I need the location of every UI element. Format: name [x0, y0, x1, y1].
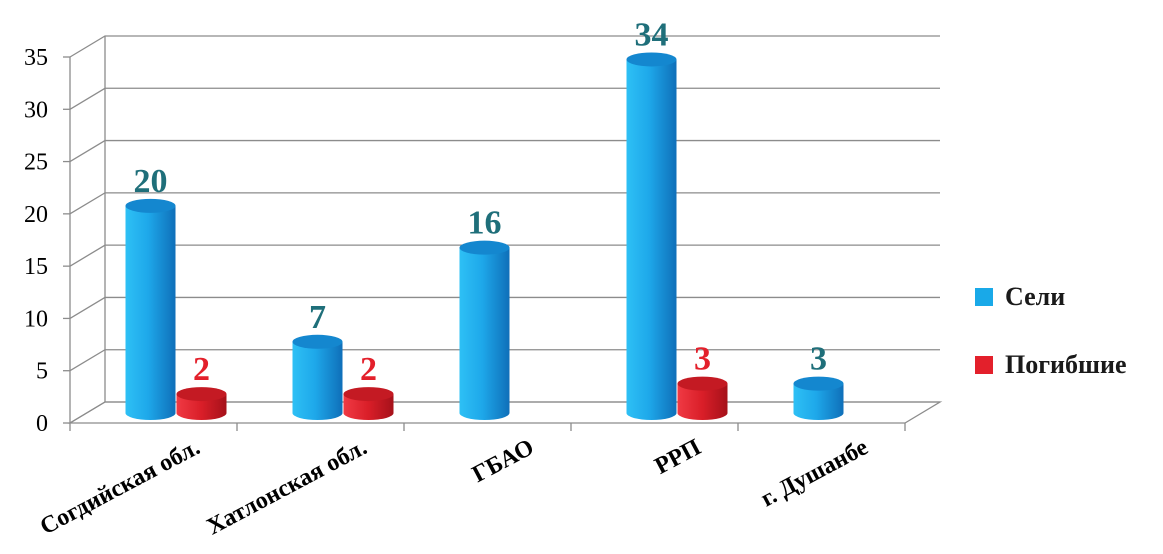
bar-cap: [343, 387, 394, 402]
category-label: ГБАО: [468, 434, 538, 488]
chart-floor: [67, 401, 943, 424]
data-label-seli: 16: [468, 205, 502, 242]
y-tick-label: 25: [24, 150, 48, 176]
legend: Сели Погибшие: [975, 278, 1160, 414]
bar-seli: [125, 205, 176, 421]
legend-label-seli: Сели: [1005, 282, 1066, 311]
bar-pogibshie: [343, 394, 394, 421]
gridline: [69, 192, 940, 215]
legend-swatch-pogibshie: [975, 356, 993, 374]
data-label-seli: 7: [309, 299, 326, 336]
data-label-pogibshie: 2: [360, 351, 377, 388]
bar-cap: [176, 387, 227, 402]
bars: [125, 52, 844, 421]
gridline: [69, 87, 940, 110]
y-tick-label: 10: [24, 306, 48, 332]
category-label: Хатлонская обл.: [203, 434, 372, 540]
y-tick-label: 15: [24, 254, 48, 280]
y-tick-label: 35: [24, 45, 48, 71]
data-label-seli: 34: [635, 16, 669, 53]
legend-swatch-seli: [975, 288, 993, 306]
bar-seli: [459, 247, 510, 421]
legend-item-seli: Сели: [975, 278, 1160, 316]
data-label-pogibshie: 2: [193, 351, 210, 388]
bar-cap: [292, 334, 343, 349]
data-label-seli: 3: [810, 341, 827, 378]
data-label-seli: 20: [134, 163, 168, 200]
gridline: [69, 139, 940, 163]
bar-cap: [125, 198, 176, 213]
data-label-pogibshie: 3: [694, 341, 711, 378]
legend-label-pogibshie: Погибшие: [1005, 350, 1127, 379]
bar-cap: [459, 240, 510, 255]
bar-seli: [793, 383, 844, 420]
bar-pogibshie: [176, 394, 227, 420]
category-label: Согдийская обл.: [36, 434, 204, 540]
y-axis-ticks: 0 5 10 15 20 25 30 35: [24, 45, 48, 437]
category-label: г. Душанбе: [757, 434, 873, 512]
bar-seli: [292, 341, 343, 421]
legend-item-pogibshie: Погибшие: [975, 346, 1160, 384]
bar-pogibshie: [677, 383, 728, 421]
axes: [63, 36, 943, 431]
y-tick-label: 20: [24, 202, 48, 228]
gridline: [69, 35, 940, 58]
category-labels: Согдийская обл.Хатлонская обл. ГБАО РРП г. …: [36, 434, 873, 540]
bar-cap: [626, 52, 677, 67]
y-tick-label: 5: [36, 359, 48, 385]
bar-cap: [677, 376, 728, 391]
y-tick-label: 0: [36, 411, 48, 437]
bar-seli: [626, 59, 677, 421]
category-label: РРП: [651, 434, 706, 480]
bar-cap: [793, 376, 844, 391]
y-tick-label: 30: [24, 97, 48, 123]
